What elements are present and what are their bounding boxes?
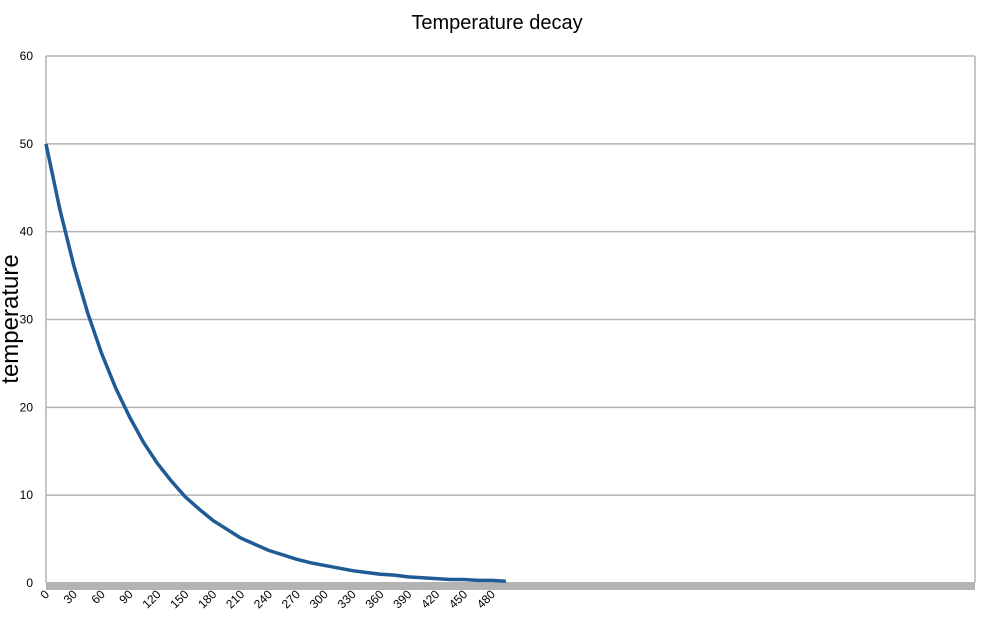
x-tick-label: 420	[418, 587, 442, 611]
series-line	[44, 143, 506, 583]
grid-lines	[45, 55, 976, 590]
x-tick-label: 480	[474, 587, 498, 611]
x-tick-label: 300	[307, 587, 331, 611]
x-tick-label: 450	[446, 587, 470, 611]
y-tick-label: 40	[20, 225, 34, 239]
x-tick-label: 330	[335, 587, 359, 611]
y-tick-label: 10	[20, 488, 34, 502]
x-tick-label: 180	[195, 587, 219, 611]
y-axis-ticks: 0 10 20 30 40 50 60	[20, 49, 34, 590]
x-tick-label: 240	[251, 587, 275, 611]
y-tick-label: 30	[20, 313, 34, 327]
x-axis-baseline	[46, 582, 975, 590]
y-tick-label: 0	[26, 576, 33, 590]
series-group	[44, 143, 506, 583]
x-tick-label: 150	[167, 587, 191, 611]
y-tick-label: 50	[20, 137, 34, 151]
x-tick-label: 360	[362, 587, 386, 611]
y-axis-label: temperature	[0, 254, 24, 383]
chart-title: Temperature decay	[411, 12, 582, 34]
x-axis-ticks: 0 30 60 90 120 150 180 210 240 270 300 330 360 390 420…	[37, 587, 498, 611]
y-tick-label: 20	[20, 400, 34, 414]
x-tick-label: 270	[279, 587, 303, 611]
x-tick-label: 120	[140, 587, 164, 611]
x-tick-label: 390	[390, 587, 414, 611]
y-tick-label: 60	[20, 49, 34, 63]
x-tick-label: 210	[223, 587, 247, 611]
